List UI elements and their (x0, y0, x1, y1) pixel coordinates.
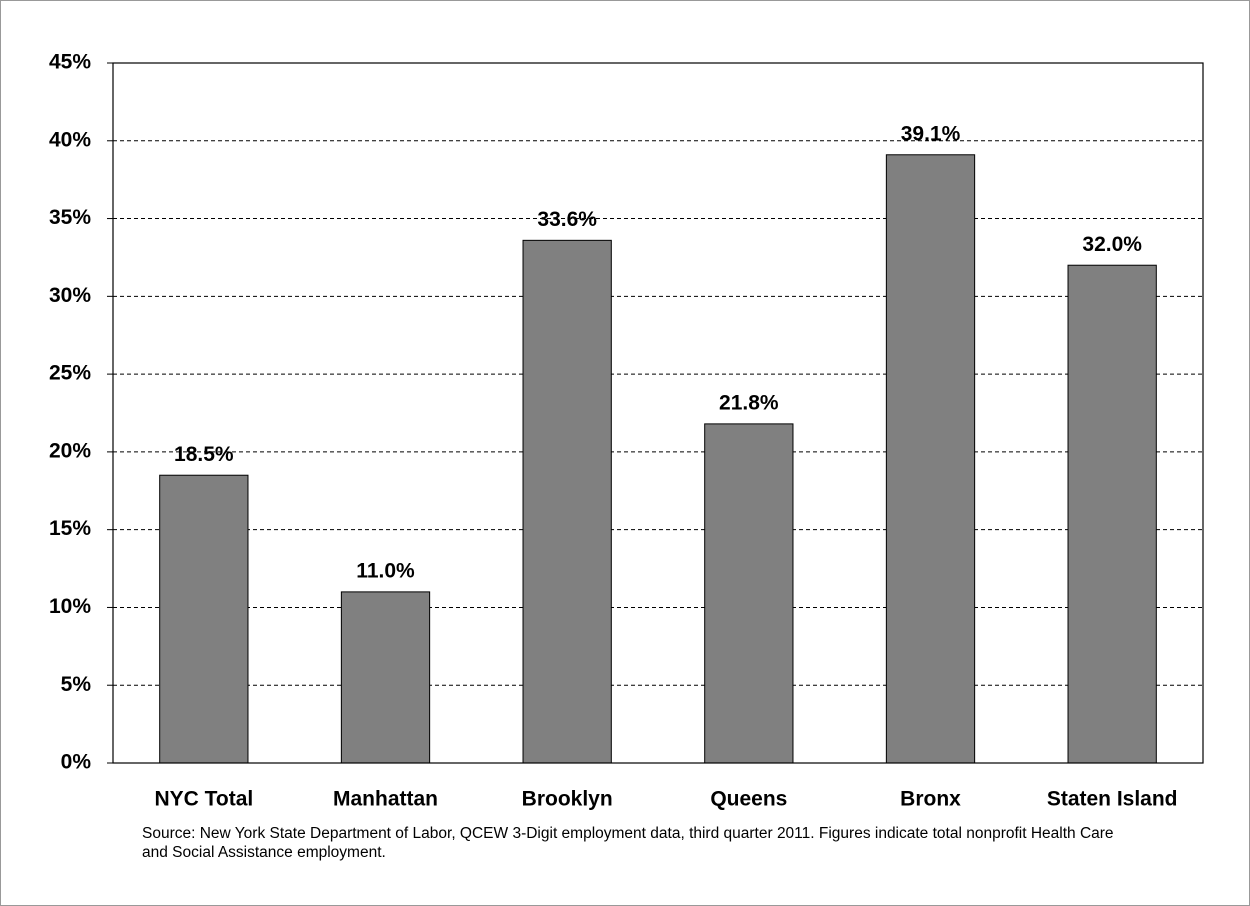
bar (1067, 264, 1157, 764)
y-tick-label: 25% (49, 362, 91, 385)
x-tick-label: Staten Island (1047, 788, 1178, 811)
y-tick-label: 15% (49, 517, 91, 540)
y-tick-label: 10% (49, 595, 91, 618)
value-label: 11.0% (356, 559, 415, 582)
value-label: 32.0% (1082, 233, 1142, 256)
value-label: 18.5% (174, 443, 234, 466)
source-note: Source: New York State Department of Lab… (142, 825, 1114, 861)
bar (522, 239, 612, 764)
value-label: 33.6% (537, 208, 597, 231)
y-tick-label: 30% (49, 284, 91, 307)
y-tick-label: 20% (49, 439, 91, 462)
y-tick-label: 5% (61, 673, 92, 696)
y-tick-label: 35% (49, 206, 91, 229)
x-tick-label: Bronx (900, 788, 961, 811)
value-label: 21.8% (719, 391, 779, 414)
y-tick-label: 0% (61, 751, 92, 774)
plot-area (113, 63, 1203, 763)
x-tick-label: Queens (710, 788, 787, 811)
x-tick-label: Brooklyn (522, 788, 613, 811)
bar (704, 423, 794, 764)
bar (159, 474, 249, 764)
y-tick-label: 45% (49, 51, 91, 74)
x-tick-label: NYC Total (154, 788, 253, 811)
x-tick-label: Manhattan (333, 788, 438, 811)
value-label: 39.1% (901, 122, 961, 145)
plot-border (112, 62, 1204, 764)
bar (885, 154, 976, 764)
y-tick-label: 40% (49, 128, 91, 151)
bar (340, 591, 431, 764)
